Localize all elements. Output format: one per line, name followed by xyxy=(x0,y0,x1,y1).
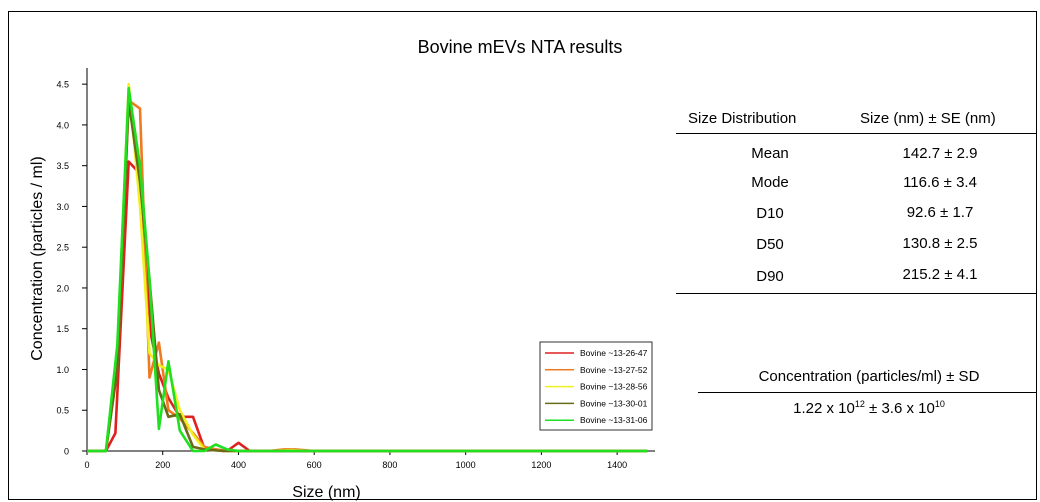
size-table-value-mode: 116.6 ± 3.4 xyxy=(903,174,977,191)
size-table-value-d10: 92.6 ± 1.7 xyxy=(906,204,974,221)
legend-label-4: Bovine ~13-30-01 xyxy=(580,398,648,408)
x-tick-label: 0 xyxy=(84,460,89,470)
legend-label-3: Bovine ~13-28-56 xyxy=(580,382,648,392)
y-tick-label: 2.5 xyxy=(56,243,69,253)
size-table-header-size: Size (nm) ± SE (nm) xyxy=(860,110,996,127)
y-tick-label: 4.0 xyxy=(56,120,69,130)
y-tick-label: 3.0 xyxy=(56,202,69,212)
x-tick-label: 800 xyxy=(382,460,397,470)
x-tick-label: 600 xyxy=(307,460,322,470)
size-table-bottom-rule xyxy=(676,293,1036,294)
y-tick-label: 1.0 xyxy=(56,365,69,375)
y-tick-label: 1.5 xyxy=(56,324,69,334)
x-tick-label: 400 xyxy=(231,460,246,470)
concentration-table-rule xyxy=(698,392,1036,393)
size-table-label-d90: D90 xyxy=(756,268,784,285)
y-tick-label: 0 xyxy=(64,447,69,457)
x-tick-label: 200 xyxy=(155,460,170,470)
x-axis-label: Size (nm) xyxy=(292,484,360,501)
x-tick-label: 1200 xyxy=(531,460,551,470)
series-lines xyxy=(87,82,648,453)
legend-label-5: Bovine ~13-31-06 xyxy=(580,415,648,425)
legend-label-2: Bovine ~13-27-52 xyxy=(580,365,648,375)
y-axis-label: Concentration (particles / ml) xyxy=(29,156,46,361)
size-table-value-mean: 142.7 ± 2.9 xyxy=(902,145,978,162)
series-line-5 xyxy=(87,86,648,453)
size-table-label-mean: Mean xyxy=(751,145,789,162)
size-table-label-mode: Mode xyxy=(751,174,789,191)
legend-label-1: Bovine ~13-26-47 xyxy=(580,348,648,358)
size-table-label-d50: D50 xyxy=(756,236,784,253)
x-tick-label: 1000 xyxy=(456,460,476,470)
y-tick-label: 2.0 xyxy=(56,283,69,293)
y-tick-label: 3.5 xyxy=(56,161,69,171)
concentration-table-value: 1.22 x 1012 ± 3.6 x 1010 xyxy=(793,399,945,418)
size-table-value-d50: 130.8 ± 2.5 xyxy=(902,235,978,252)
y-tick-label: 4.5 xyxy=(56,80,69,90)
chart-title: Bovine mEVs NTA results xyxy=(417,37,623,57)
figure-frame xyxy=(8,11,1037,500)
x-tick-label: 1400 xyxy=(607,460,627,470)
size-table-top-rule xyxy=(676,133,1036,134)
concentration-table-header: Concentration (particles/ml) ± SD xyxy=(758,368,980,385)
size-table-header-distribution: Size Distribution xyxy=(688,110,797,127)
y-tick-label: 0.5 xyxy=(56,406,69,416)
size-table-value-d90: 215.2 ± 4.1 xyxy=(902,266,978,283)
legend: Bovine ~13-26-47 Bovine ~13-27-52 Bovine ~… xyxy=(539,341,653,431)
size-table-label-d10: D10 xyxy=(756,205,784,222)
